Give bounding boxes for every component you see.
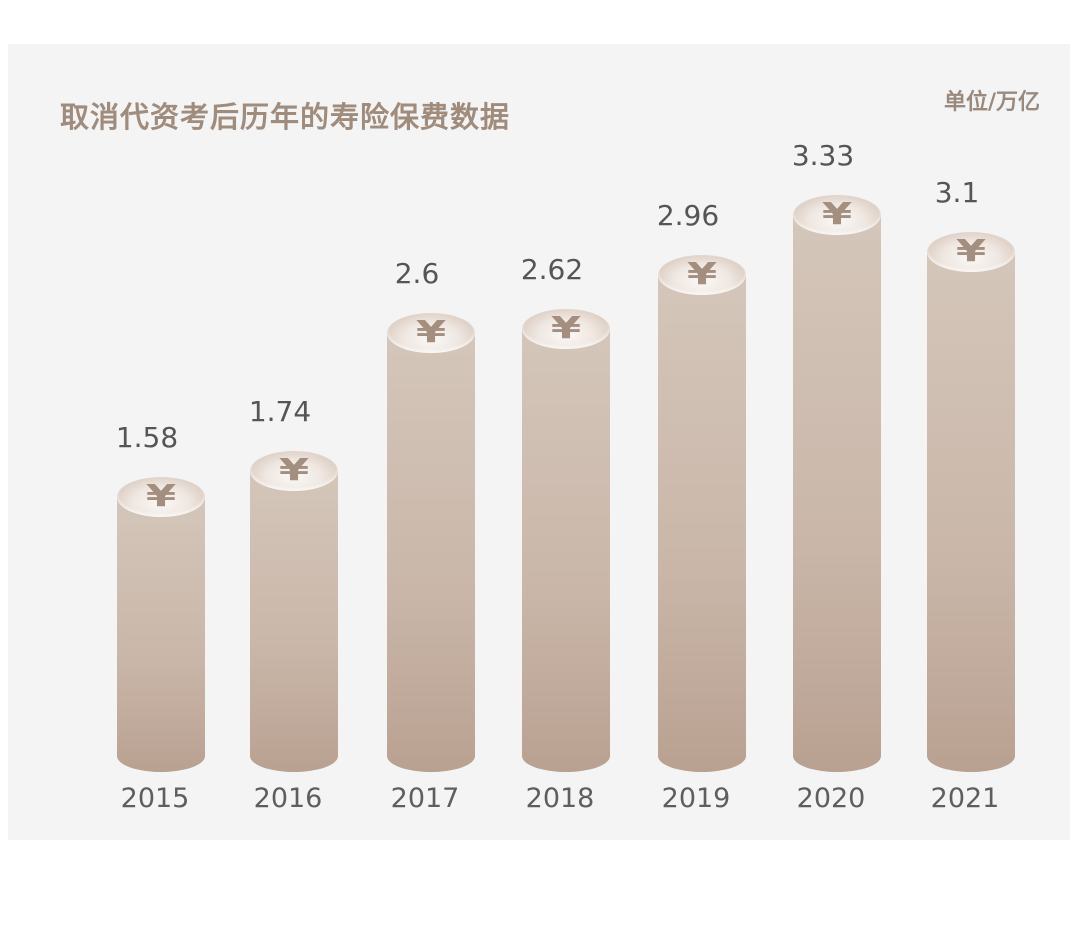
bar-2020: ¥ [793,195,881,772]
yen-icon: ¥ [955,234,987,270]
yen-icon: ¥ [415,314,447,350]
bar-2017: ¥ [387,312,475,772]
yen-icon: ¥ [550,311,582,347]
bar-body [117,497,205,772]
coin-top: ¥ [658,254,746,295]
bar-2021: ¥ [927,232,1015,772]
unit-label: 单位/万亿 [943,90,1040,115]
year-label: 2015 [120,783,190,814]
bar-2019: ¥ [658,254,746,772]
chart-title: 取消代资考后历年的寿险保费数据 [60,100,511,134]
value-label: 1.74 [248,395,312,429]
value-label: 2.62 [520,253,584,287]
bar-body [793,215,881,772]
coin-top: ¥ [793,195,881,235]
coin-top: ¥ [117,477,205,517]
bar-2018: ¥ [522,309,610,772]
bar-2015: ¥ [117,477,205,772]
yen-icon: ¥ [278,453,310,489]
year-label: 2018 [525,783,595,814]
coin-top: ¥ [250,451,338,492]
yen-icon: ¥ [821,197,853,232]
yen-icon: ¥ [145,479,177,514]
year-label: 2020 [796,783,866,814]
value-label: 2.96 [656,198,720,232]
value-label: 1.58 [115,421,179,454]
year-label: 2016 [253,783,323,814]
bar-body [250,471,338,772]
year-label: 2019 [661,783,731,814]
coin-top: ¥ [522,309,610,350]
bar-body [387,332,475,772]
value-label: 3.1 [934,176,980,210]
year-label: 2021 [930,783,1000,814]
bar-2016: ¥ [250,451,338,772]
coin-top: ¥ [927,232,1015,273]
yen-icon: ¥ [686,256,718,292]
bar-body [522,329,610,772]
bar-body [658,274,746,772]
value-label: 2.6 [394,256,440,290]
value-label: 3.33 [791,139,855,172]
year-label: 2017 [390,783,460,814]
bar-body [927,252,1015,772]
coin-top: ¥ [387,312,475,353]
